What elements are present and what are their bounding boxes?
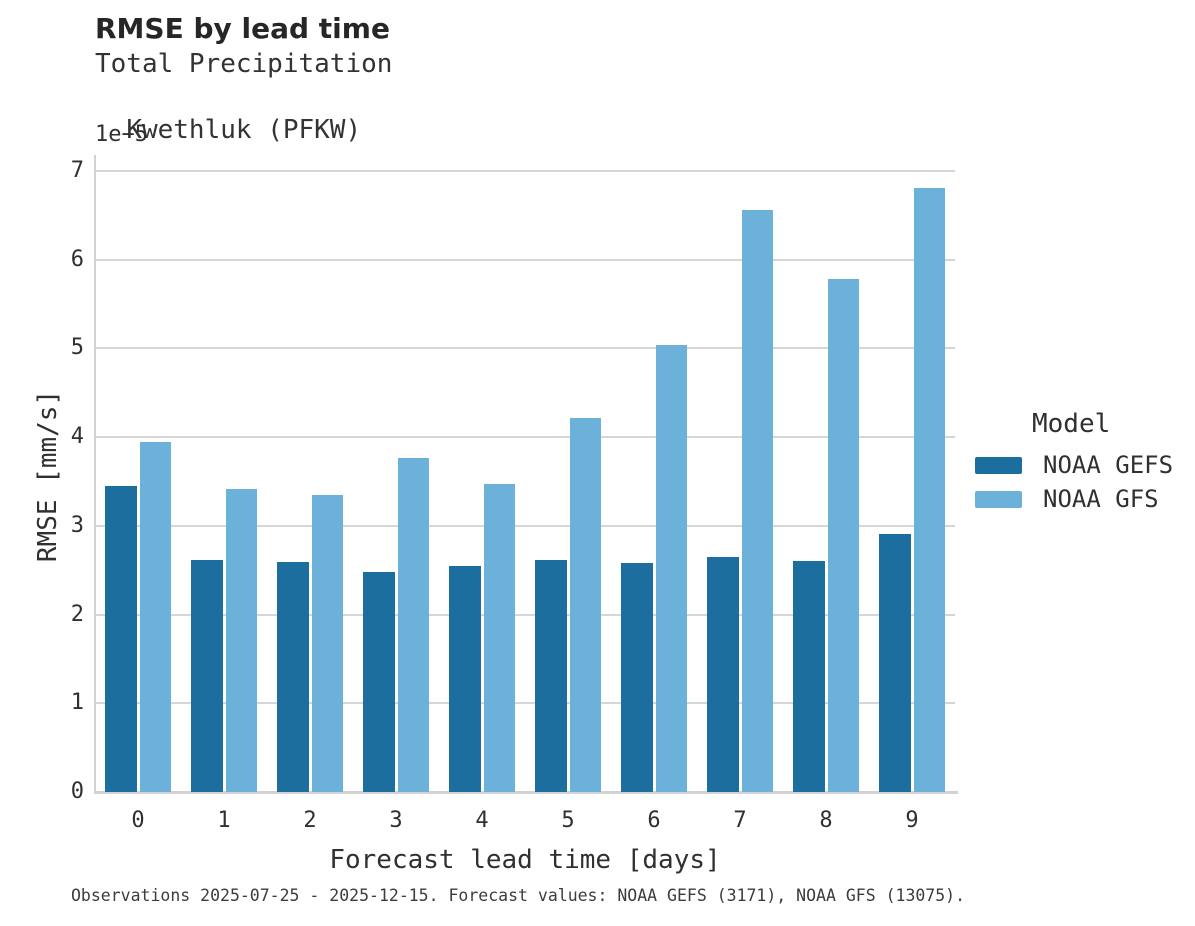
- chart-subtitle-line1: Total Precipitation: [95, 49, 393, 79]
- gridline-y-2: [95, 613, 955, 616]
- x-tick-label: 3: [389, 808, 403, 833]
- gridline-y-7: [95, 169, 955, 172]
- x-tick-label: 6: [647, 808, 661, 833]
- x-tick-label: 2: [303, 808, 317, 833]
- y-axis-line: [94, 155, 96, 794]
- bar-noaa-gfs-1: [225, 489, 257, 792]
- y-tick-label: 2: [70, 601, 84, 627]
- bar-noaa-gfs-2: [311, 494, 343, 792]
- y-tick-label: 3: [70, 512, 84, 538]
- chart-subtitle-line2: Kwethluk (PFKW): [126, 115, 362, 145]
- chart-title: RMSE by lead time: [95, 12, 390, 45]
- bar-noaa-gefs-7: [707, 556, 739, 792]
- legend-swatch-noaa-gfs-icon: [975, 490, 1022, 508]
- y-tick-label: 0: [70, 779, 84, 804]
- x-tick-label: 7: [733, 808, 747, 833]
- x-tick-label: 4: [475, 808, 489, 833]
- gridline-y-3: [95, 524, 955, 527]
- legend-label-noaa-gefs: NOAA GEFS: [1043, 451, 1174, 479]
- bar-noaa-gefs-6: [621, 563, 653, 792]
- legend-entry-noaa-gfs: NOAA GFS: [975, 484, 1173, 514]
- gridline-y-6: [95, 258, 955, 261]
- bar-noaa-gfs-6: [655, 344, 687, 792]
- x-tick-label: 9: [905, 808, 919, 833]
- bar-noaa-gefs-4: [449, 565, 481, 792]
- legend-rows: NOAA GEFS NOAA GFS: [975, 450, 1173, 514]
- bar-noaa-gfs-8: [827, 279, 859, 792]
- y-axis-label: RMSE [mm/s]: [33, 389, 63, 563]
- legend: Model NOAA GEFS NOAA GFS: [975, 408, 1173, 518]
- x-tick-label: 0: [131, 808, 145, 833]
- y-tick-label: 1: [70, 690, 84, 716]
- bar-noaa-gfs-7: [741, 210, 773, 792]
- gridline-y-1: [95, 702, 955, 705]
- x-axis-line: [94, 791, 958, 794]
- bar-noaa-gefs-1: [191, 559, 223, 792]
- legend-title: Model: [1032, 409, 1111, 439]
- gridline-y-4: [95, 436, 955, 439]
- bar-noaa-gefs-2: [277, 562, 309, 792]
- footer-note: Observations 2025-07-25 - 2025-12-15. Fo…: [71, 886, 966, 905]
- gridline-y-5: [95, 347, 955, 350]
- legend-label-noaa-gfs: NOAA GFS: [1043, 485, 1159, 513]
- bar-noaa-gfs-0: [139, 441, 171, 792]
- bar-noaa-gefs-3: [363, 571, 395, 792]
- x-tick-label: 5: [561, 808, 575, 833]
- bar-noaa-gefs-8: [793, 561, 825, 792]
- bar-noaa-gefs-9: [879, 533, 911, 792]
- legend-swatch-noaa-gefs-icon: [975, 456, 1022, 474]
- chart-subtitle: Total Precipitation Kwethluk (PFKW): [95, 48, 392, 147]
- bar-noaa-gfs-9: [913, 187, 945, 792]
- x-axis-label: Forecast lead time [days]: [329, 845, 721, 875]
- y-tick-label: 6: [70, 246, 84, 272]
- y-tick-label: 4: [70, 424, 84, 450]
- bar-noaa-gfs-5: [569, 418, 601, 792]
- bar-noaa-gefs-5: [535, 559, 567, 792]
- y-axis-offset-text: 1e−5: [95, 122, 148, 147]
- x-tick-label: 1: [217, 808, 231, 833]
- legend-entry-noaa-gefs: NOAA GEFS: [975, 450, 1173, 480]
- bar-noaa-gfs-4: [483, 484, 515, 792]
- y-tick-label: 7: [70, 157, 84, 183]
- x-tick-label: 8: [819, 808, 833, 833]
- bar-noaa-gfs-3: [397, 458, 429, 792]
- y-tick-label: 5: [70, 335, 84, 361]
- bar-noaa-gefs-0: [105, 485, 137, 792]
